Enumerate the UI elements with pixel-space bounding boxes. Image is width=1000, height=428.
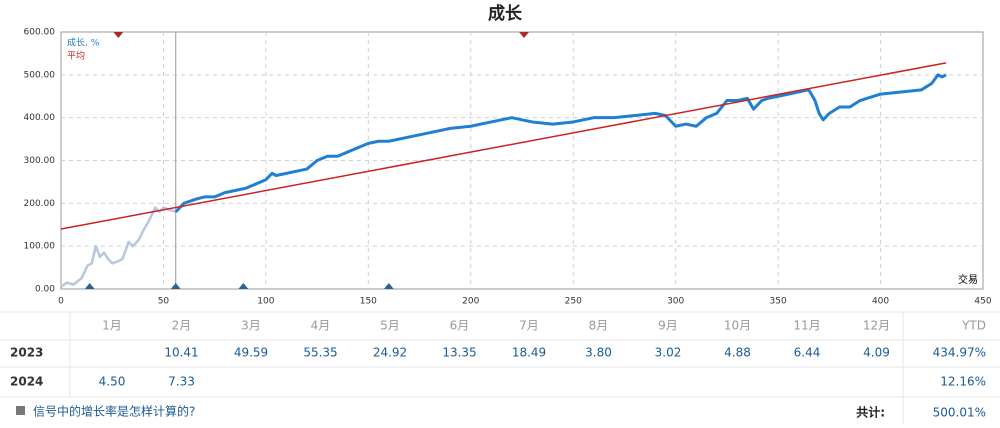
y-tick-label: 400.00 (24, 113, 56, 123)
ytd-value: 434.97% (933, 346, 986, 360)
month-value: 6.44 (794, 346, 821, 360)
year-label: 2024 (10, 375, 43, 389)
month-value: 3.80 (585, 346, 612, 360)
y-tick-label: 300.00 (24, 156, 56, 166)
help-link[interactable]: 信号中的增长率是怎样计算的? (33, 404, 195, 419)
y-tick-label: 0.00 (35, 285, 55, 295)
series-line (174, 73, 947, 213)
y-tick-label: 600.00 (24, 28, 56, 38)
trade-marker (84, 283, 95, 289)
month-header: 10月 (724, 319, 751, 333)
month-value: 13.35 (442, 346, 476, 360)
year-label: 2023 (10, 346, 43, 360)
x-tick-label: 100 (257, 297, 274, 307)
y-tick-label: 200.00 (24, 199, 56, 209)
series-line (60, 206, 177, 288)
month-value: 7.33 (168, 375, 195, 389)
month-header: 3月 (241, 319, 261, 333)
x-axis-label: 交易 (958, 273, 978, 286)
total-value: 500.01% (933, 406, 986, 420)
trade-marker (170, 283, 181, 289)
y-tick-label: 100.00 (24, 242, 56, 252)
x-tick-label: 50 (158, 297, 170, 307)
trade-marker (383, 283, 394, 289)
month-header: 9月 (658, 319, 678, 333)
month-header: 5月 (380, 319, 400, 333)
month-header: 11月 (793, 319, 820, 333)
x-tick-label: 0 (58, 297, 64, 307)
month-header: 1月 (102, 319, 122, 333)
x-tick-label: 400 (872, 297, 889, 307)
month-header: 4月 (311, 319, 331, 333)
month-value: 4.09 (863, 346, 890, 360)
legend-label: 平均 (67, 50, 85, 62)
month-value: 49.59 (234, 346, 268, 360)
month-value: 18.49 (512, 346, 546, 360)
month-value: 4.88 (724, 346, 751, 360)
x-tick-label: 350 (770, 297, 787, 307)
chart-title: 成长 (488, 3, 523, 24)
month-value: 24.92 (373, 346, 407, 360)
month-header: 7月 (519, 319, 539, 333)
trade-marker (519, 32, 530, 38)
series-line (60, 62, 947, 230)
month-header: YTD (961, 319, 986, 333)
y-tick-label: 500.00 (24, 70, 56, 80)
help-icon (16, 406, 25, 415)
month-value: 3.02 (655, 346, 682, 360)
month-header: 6月 (450, 319, 470, 333)
x-tick-label: 150 (360, 297, 377, 307)
month-value: 10.41 (164, 346, 198, 360)
ytd-value: 12.16% (940, 375, 986, 389)
month-header: 2月 (172, 319, 192, 333)
month-value: 55.35 (303, 346, 337, 360)
month-value: 4.50 (99, 375, 126, 389)
x-tick-label: 300 (667, 297, 684, 307)
total-label: 共计: (856, 405, 885, 420)
x-tick-label: 200 (462, 297, 479, 307)
x-tick-label: 450 (974, 297, 991, 307)
month-header: 8月 (589, 319, 609, 333)
x-tick-label: 250 (565, 297, 582, 307)
trade-marker (113, 32, 124, 38)
month-header: 12月 (863, 319, 890, 333)
trade-marker (238, 283, 249, 289)
legend-label: 成长, % (67, 37, 100, 49)
